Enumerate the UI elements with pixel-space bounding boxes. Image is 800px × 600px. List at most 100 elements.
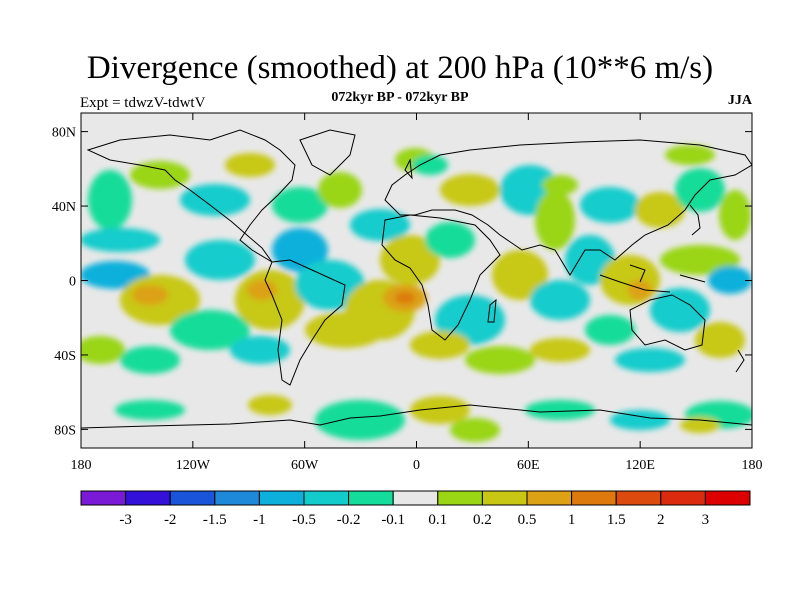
colorbar-label: 1.5 (607, 512, 626, 528)
field-patch (350, 209, 410, 241)
coastlines (81, 129, 752, 429)
colorbar-swatch (169, 490, 216, 506)
field-patch (665, 145, 715, 165)
field-patch (615, 348, 685, 372)
colorbar-label: -0.1 (381, 512, 405, 528)
field-patch (412, 155, 448, 175)
field-patch (635, 192, 685, 228)
field-patch (600, 255, 660, 305)
lat-tick-label: 80S (54, 423, 76, 438)
lat-tick-label: 0 (69, 275, 76, 290)
lon-tick-label: 60E (517, 458, 540, 473)
field-patch (235, 270, 305, 330)
colorbar-label: -3 (119, 512, 132, 528)
colorbar-label: 0.1 (428, 512, 447, 528)
field-patch (610, 410, 670, 430)
field-patch (185, 240, 255, 280)
colorbar-label: -0.5 (292, 512, 316, 528)
coastline-eurasia (384, 139, 752, 276)
field-patch (295, 260, 365, 310)
field-patch (315, 400, 405, 440)
colorbar-label: -1.5 (203, 512, 227, 528)
lat-tick-label: 40S (54, 349, 76, 364)
field-patch (719, 190, 751, 240)
colorbar-swatch (125, 490, 171, 506)
colorbar-swatch (704, 490, 751, 506)
latitude-axis: 80N 40N 0 40S 80S (52, 126, 752, 438)
season-label: JJA (727, 93, 752, 108)
colorbar-swatch (392, 490, 439, 506)
field-patch (120, 346, 180, 374)
field-patch (535, 190, 575, 250)
field-patch (130, 161, 190, 189)
coastline-british-isles (404, 158, 413, 180)
field-patch (695, 322, 745, 358)
field-patch (708, 266, 752, 294)
field-patch (272, 228, 328, 272)
coastline-indonesia (599, 264, 706, 293)
coastline-antarctica (81, 404, 752, 429)
field-patch (410, 331, 470, 359)
field-patch (81, 336, 125, 364)
colorbar-swatch (481, 490, 528, 506)
field-patch (650, 288, 710, 332)
field-patch (380, 235, 440, 285)
colorbar-label: 1 (568, 512, 576, 528)
colorbar-swatch (348, 490, 394, 506)
colorbar-swatch (571, 490, 617, 506)
colorbar-label: 0.5 (518, 512, 537, 528)
coastline-north-america (86, 129, 296, 263)
colorbar-swatch (615, 490, 662, 506)
coastline-africa (381, 214, 501, 341)
field-patch (530, 338, 590, 362)
field-patch (525, 400, 595, 420)
field-patch (180, 184, 250, 216)
colorbar-label: 2 (657, 512, 665, 528)
field-patch (585, 315, 635, 345)
divergence-field (81, 129, 752, 442)
field-patch (247, 280, 277, 300)
lon-tick-label: 180 (742, 458, 763, 473)
colorbar-label: 3 (702, 512, 710, 528)
colorbar-swatch (214, 490, 260, 506)
field-patch (170, 310, 250, 350)
colorbar-swatch (660, 490, 706, 506)
field-patch (88, 170, 132, 230)
colorbar-label: -0.2 (337, 512, 361, 528)
field-patch (530, 280, 590, 320)
coastline-australia (629, 294, 706, 351)
colorbar-label: -2 (164, 512, 177, 528)
field-patch (440, 174, 500, 206)
lon-tick-label: 120E (625, 458, 655, 473)
field-patch (318, 172, 362, 208)
colorbar-swatch (80, 490, 127, 506)
coastline-madagascar (487, 298, 497, 323)
lon-tick-label: 0 (413, 458, 420, 473)
field-patch (395, 292, 415, 304)
colorbar-swatch (526, 490, 573, 506)
lon-tick-label: 60W (291, 458, 319, 473)
field-patch (248, 395, 292, 415)
coastline-new-zealand (735, 349, 745, 373)
lon-tick-label: 180 (71, 458, 92, 473)
lat-tick-label: 40N (52, 200, 76, 215)
colorbar-swatch (303, 490, 350, 506)
field-patch (425, 222, 475, 258)
colorbar: -3 -2 -1.5 -1 -0.5 -0.2 -0.1 0.1 0.2 0.5 1 1.5 2 3 (80, 490, 751, 528)
coastline-greenland (299, 129, 356, 176)
field-patch (132, 285, 168, 305)
experiment-label: Expt = tdwzV-tdwtV (80, 95, 206, 111)
colorbar-swatch (437, 490, 483, 506)
coastline-japan (689, 204, 701, 236)
field-patch (115, 400, 185, 420)
field-patch (272, 187, 328, 223)
longitude-axis: 180 120W 60W 0 60E 120E 180 (71, 113, 763, 473)
lon-tick-label: 120W (176, 458, 211, 473)
field-patch (660, 245, 740, 275)
chart-title: Divergence (smoothed) at 200 hPa (10**6 … (86, 50, 714, 86)
field-patch (230, 336, 290, 364)
field-patch (492, 250, 548, 300)
field-patch (465, 346, 535, 374)
field-patch (542, 175, 578, 195)
